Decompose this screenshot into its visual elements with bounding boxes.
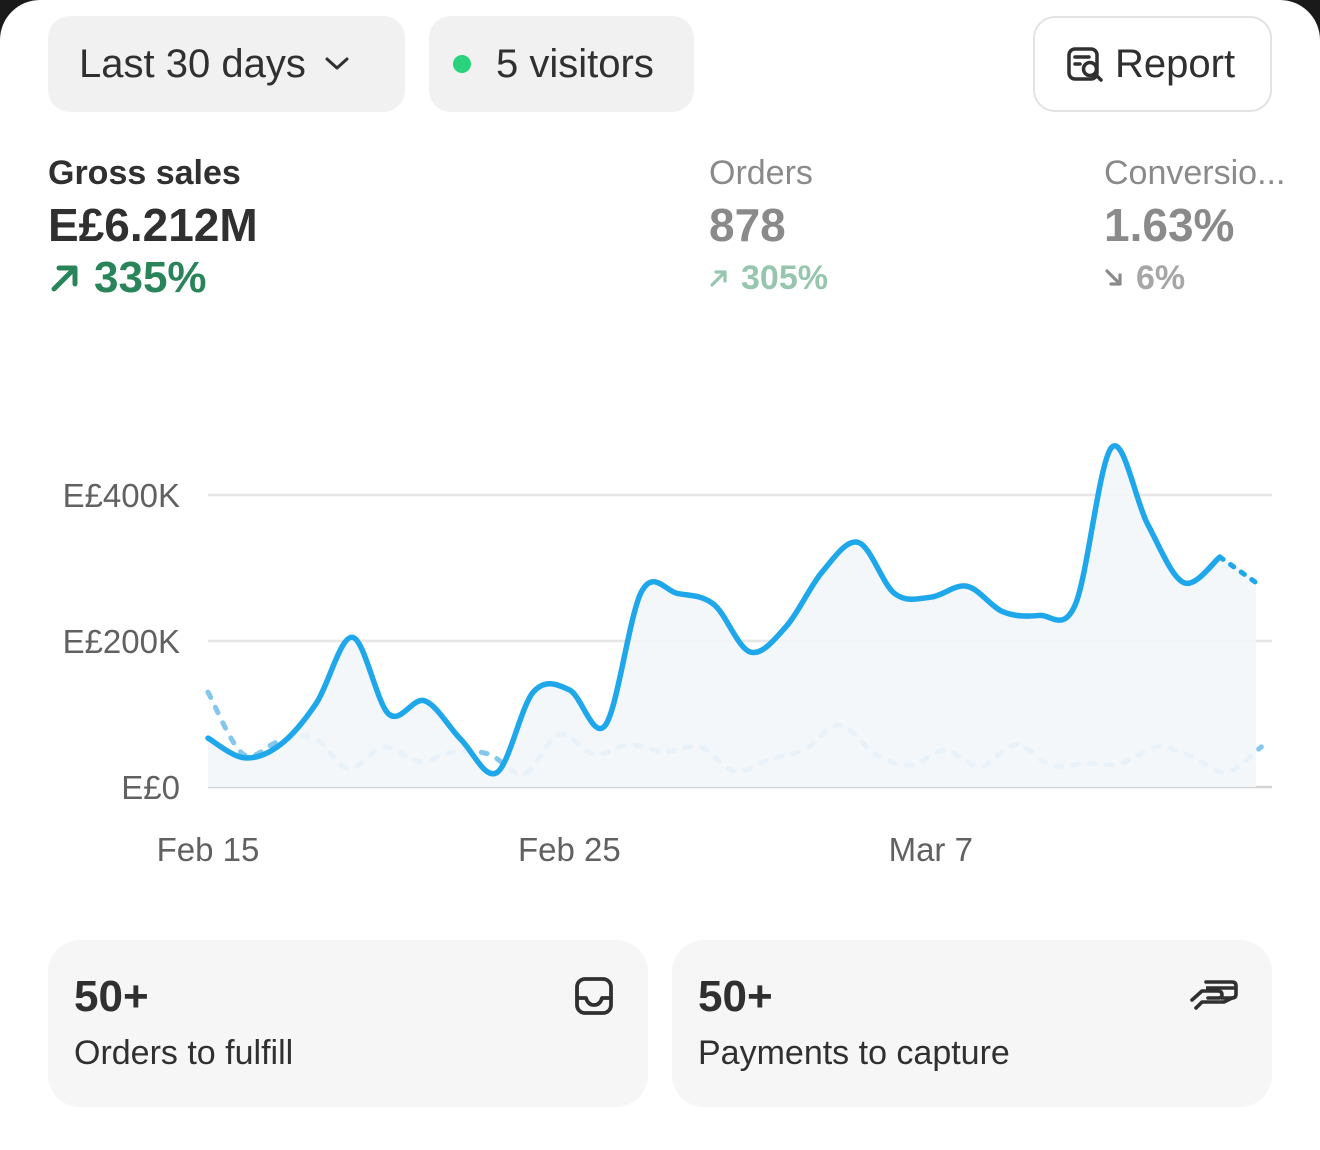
metric-value: 1.63% (1104, 199, 1235, 251)
report-button[interactable]: Report (1033, 16, 1272, 112)
arrow-up-right-icon (709, 268, 729, 288)
report-search-icon (1065, 44, 1105, 84)
metric-change: 6% (1104, 254, 1314, 302)
report-label: Report (1115, 41, 1236, 86)
y-tick-label: E£200K (63, 623, 180, 660)
y-tick-label: E£400K (63, 477, 180, 514)
metric-change-value: 335% (94, 253, 207, 302)
current-period-area (208, 445, 1257, 787)
metric-change: 305% (709, 254, 828, 302)
tile-count: 50+ (698, 972, 773, 1021)
tile-label: Orders to fulfill (74, 1034, 294, 1072)
arrow-up-right-icon (48, 261, 82, 295)
orders-to-fulfill-card[interactable]: 50+ Orders to fulfill (48, 940, 648, 1107)
date-range-selector[interactable]: Last 30 days (48, 16, 405, 112)
x-tick-label: Mar 7 (889, 831, 973, 868)
metric-value: 878 (709, 199, 786, 251)
live-status-dot (453, 55, 471, 73)
x-tick-label: Feb 15 (157, 831, 260, 868)
date-range-label: Last 30 days (79, 41, 306, 86)
current-period-projection (1217, 554, 1259, 586)
x-tick-label: Feb 25 (518, 831, 621, 868)
visitors-count: 5 visitors (496, 41, 654, 86)
cash-hand-icon (1188, 974, 1240, 1023)
gross-sales-chart[interactable]: E£0 E£200K E£400K Feb 15 Feb 25 Mar 7 (0, 420, 1320, 900)
y-tick-label: E£0 (121, 769, 180, 806)
metric-label: Orders (709, 154, 813, 192)
arrow-down-right-icon (1104, 268, 1124, 288)
metric-change: 335% (48, 254, 258, 302)
metric-value: E£6.212M (48, 199, 258, 251)
inbox-icon (572, 974, 616, 1023)
live-visitors-badge[interactable]: 5 visitors (429, 16, 694, 112)
metric-gross-sales[interactable]: Gross sales E£6.212M 335% (48, 150, 258, 302)
metric-change-value: 305% (741, 259, 828, 297)
metric-orders[interactable]: Orders 878 305% (709, 150, 828, 302)
payments-to-capture-card[interactable]: 50+ Payments to capture (672, 940, 1272, 1107)
chevron-down-icon (324, 56, 350, 72)
metric-conversion[interactable]: Conversio... 1.63% 6% (1104, 150, 1314, 302)
tile-label: Payments to capture (698, 1034, 1010, 1072)
tile-count: 50+ (74, 972, 149, 1021)
current-period-line (205, 443, 1223, 777)
metric-label: Gross sales (48, 154, 241, 192)
metric-change-value: 6% (1136, 259, 1186, 297)
metric-label: Conversio... (1104, 154, 1286, 192)
